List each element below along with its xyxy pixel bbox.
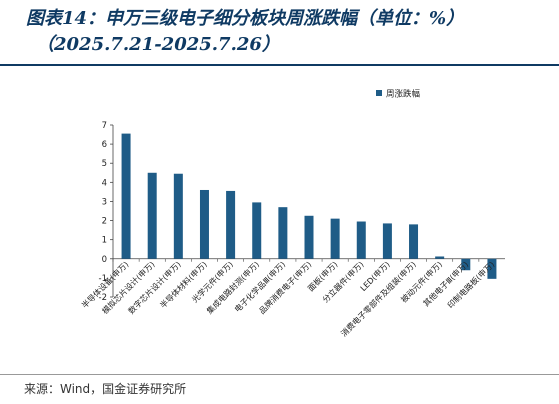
bar — [435, 256, 445, 259]
bar — [487, 258, 497, 279]
bar — [278, 207, 288, 259]
x-tick-label: 半导体材料(申万) — [158, 259, 209, 310]
chart-title: 图表14：申万三级电子细分板块周涨跌幅（单位：%） （2025.7.21-202… — [26, 6, 556, 58]
x-tick-label: 其他电子Ⅲ(申万) — [421, 259, 470, 308]
legend: 周涨跌幅 — [376, 89, 421, 100]
y-tick-label: 0 — [102, 255, 107, 265]
y-tick-label: -1 — [99, 274, 107, 284]
bar — [356, 221, 366, 259]
bar — [304, 215, 314, 259]
x-tick-label: 印制电路板(申万) — [445, 259, 496, 310]
y-tick-label: 3 — [102, 197, 107, 207]
bar — [121, 133, 131, 259]
bars — [121, 133, 497, 279]
legend-swatch — [376, 90, 382, 96]
y-tick-label: 4 — [102, 178, 107, 188]
source-note: 来源：Wind，国金证券研究所 — [24, 382, 187, 396]
footer-divider — [0, 374, 559, 375]
chart-frame — [0, 64, 559, 376]
bar-chart: -2 -1 0 1 2 3 4 5 6 7 半导体设备(申万)模拟芯片设计(申万)数字芯片设计(申… — [79, 89, 505, 338]
legend-label: 周涨跌幅 — [386, 89, 421, 100]
bar — [199, 189, 209, 259]
bar — [330, 218, 340, 259]
bar — [382, 223, 392, 259]
bar — [173, 173, 183, 259]
y-tick-label: 2 — [102, 217, 107, 227]
bar — [147, 172, 157, 259]
y-tick-label: -2 — [99, 293, 107, 303]
y-tick-label: 1 — [102, 236, 107, 246]
y-tick-label: 6 — [102, 140, 107, 150]
y-tick-label: 7 — [102, 121, 107, 131]
title-line-1: 图表14：申万三级电子细分板块周涨跌幅（单位：%） — [26, 8, 465, 29]
bar — [461, 258, 471, 271]
bar — [252, 202, 262, 259]
x-axis-labels: 半导体设备(申万)模拟芯片设计(申万)数字芯片设计(申万)半导体材料(申万)光学… — [79, 258, 496, 338]
bar — [226, 190, 236, 259]
bar — [409, 224, 419, 259]
title-line-2: （2025.7.21-2025.7.26） — [36, 34, 280, 55]
y-tick-label: 5 — [102, 159, 107, 169]
